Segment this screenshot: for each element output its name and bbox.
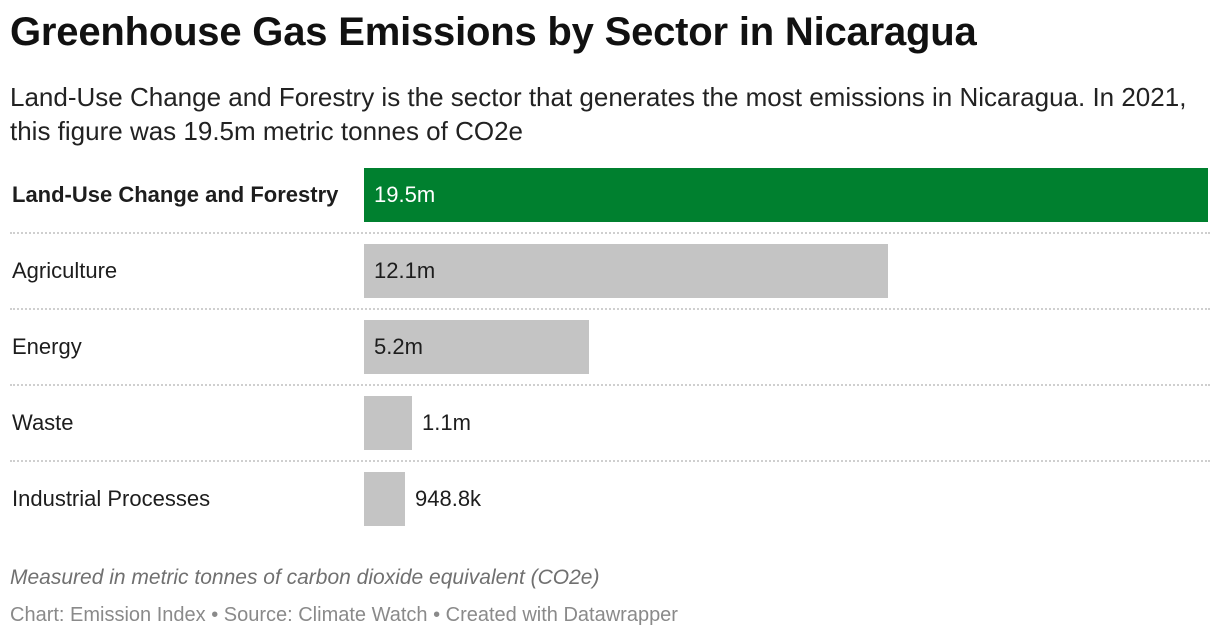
bar-track: 19.5m [364, 168, 1208, 222]
value-label: 12.1m [374, 258, 436, 283]
value-label: 19.5m [374, 182, 436, 207]
chart-notes: Measured in metric tonnes of carbon diox… [10, 566, 600, 589]
bar [364, 396, 412, 450]
row-divider [10, 232, 1210, 234]
bar [364, 168, 1208, 222]
bar [364, 472, 405, 526]
bar-track: 1.1m [364, 396, 1208, 450]
chart-subtitle: Land-Use Change and Forestry is the sect… [10, 82, 1187, 146]
row-divider [10, 460, 1210, 462]
bar-chart: Land-Use Change and Forestry 19.5m Agricul… [10, 168, 1210, 548]
bar-row: Land-Use Change and Forestry 19.5m [10, 168, 1210, 244]
bar-row: Agriculture 12.1m [10, 244, 1210, 320]
value-label: 948.8k [415, 486, 482, 511]
chart-footer: Chart: Emission Index • Source: Climate … [10, 604, 678, 626]
chart-title: Greenhouse Gas Emissions by Sector in Ni… [10, 10, 977, 54]
category-label: Land-Use Change and Forestry [12, 182, 339, 207]
bar [364, 244, 888, 298]
value-label: 5.2m [374, 334, 423, 359]
bar-row: Industrial Processes 948.8k [10, 472, 1210, 548]
category-label: Agriculture [12, 258, 118, 283]
bar-row: Waste 1.1m [10, 396, 1210, 472]
category-label: Industrial Processes [12, 486, 211, 511]
bar-track: 5.2m [364, 320, 1208, 374]
value-label: 1.1m [422, 410, 471, 435]
bar-track: 12.1m [364, 244, 1208, 298]
category-label: Energy [12, 334, 82, 359]
bar-track: 948.8k [364, 472, 1208, 526]
category-label: Waste [12, 410, 74, 435]
bar [364, 320, 589, 374]
bar-row: Energy 5.2m [10, 320, 1210, 396]
row-divider [10, 308, 1210, 310]
row-divider [10, 384, 1210, 386]
